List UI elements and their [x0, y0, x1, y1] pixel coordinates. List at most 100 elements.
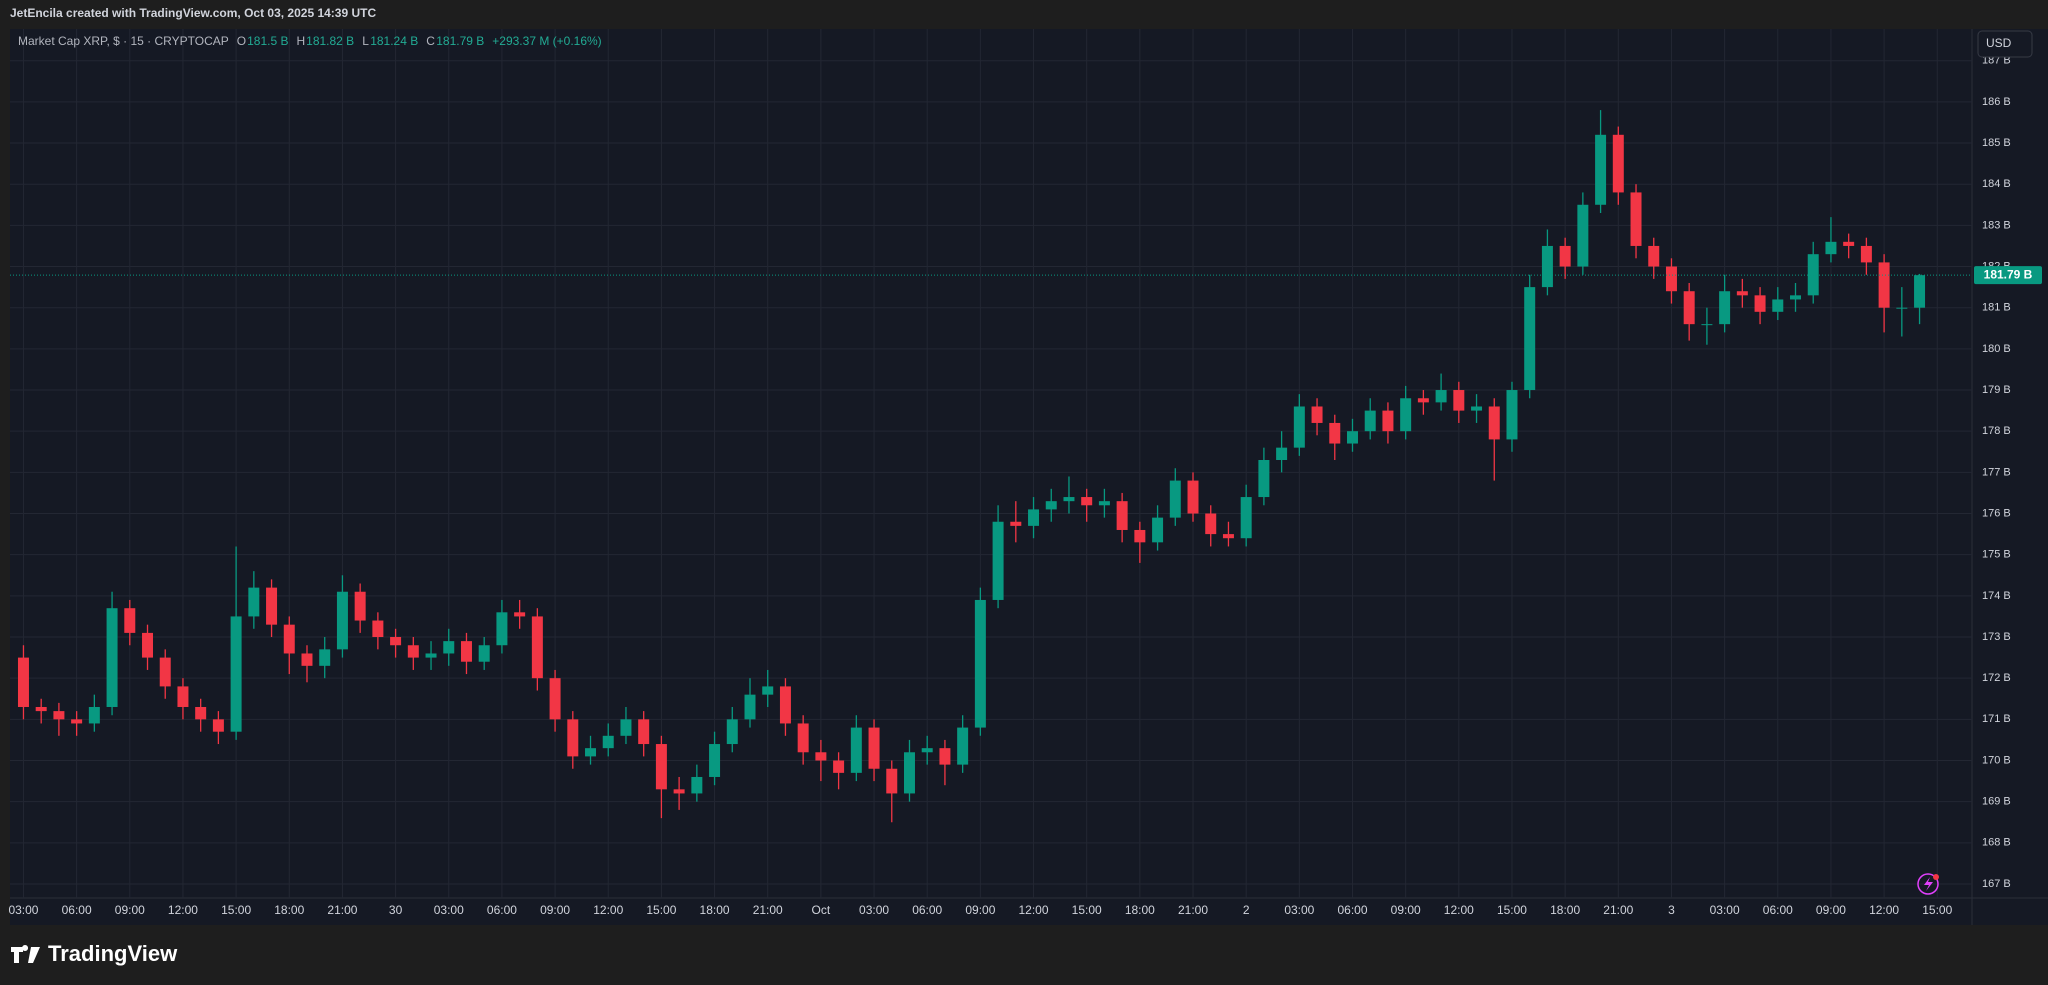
candle-body [106, 608, 118, 707]
legend-label: H [296, 34, 305, 48]
candle-body [390, 637, 402, 646]
candle-body [1063, 497, 1075, 502]
candle-body [762, 686, 774, 695]
candle-body [1471, 406, 1483, 411]
candle-body [921, 748, 933, 753]
candle-body [159, 657, 171, 687]
candle-body [425, 653, 437, 658]
x-tick-label: 12:00 [1019, 903, 1049, 917]
candle-body [992, 521, 1004, 600]
candle-body [1276, 447, 1288, 461]
y-tick-label: 168 B [1982, 837, 2011, 849]
x-tick-label: Oct [812, 903, 831, 917]
alert-dot [1933, 874, 1939, 880]
candle-body [1914, 275, 1926, 308]
candle-body [1400, 398, 1412, 432]
candles [10, 110, 1972, 823]
candle-body [1435, 390, 1447, 403]
x-tick-label: 06:00 [912, 903, 942, 917]
candle-body [903, 752, 915, 794]
candle-body [974, 599, 986, 728]
candle-body [1488, 406, 1500, 440]
candle-body [443, 641, 455, 654]
x-tick-label: 21:00 [327, 903, 357, 917]
candle-body [336, 591, 348, 650]
candle-body [886, 768, 898, 794]
brand-logo [11, 945, 40, 963]
candle-body [1559, 245, 1571, 267]
candle-body [1240, 497, 1252, 539]
alert-bolt [1924, 877, 1933, 891]
candle-body [549, 678, 561, 720]
x-tick-label: 15:00 [221, 903, 251, 917]
candle-body [815, 752, 827, 761]
x-tick-label: 06:00 [62, 903, 92, 917]
last-price-box [1974, 266, 2042, 285]
legend-symbol: Market Cap XRP, $ · 15 · CRYPTOCAP [18, 34, 229, 48]
x-tick-label: 12:00 [1444, 903, 1474, 917]
alert-icon[interactable] [1917, 873, 1939, 895]
candle-body [1825, 241, 1837, 255]
candle-body [797, 723, 809, 753]
candle-body [585, 748, 597, 757]
candle-body [1612, 134, 1624, 193]
currency[interactable]: USD [1986, 36, 2012, 50]
candle-body [868, 727, 880, 769]
candle-body [709, 744, 721, 777]
candle-body [1152, 517, 1164, 543]
x-tick-label: 21:00 [1178, 903, 1208, 917]
x-tick-label: 09:00 [965, 903, 995, 917]
candle-body [1506, 390, 1518, 440]
candle-body [779, 686, 791, 724]
x-tick-label: 03:00 [859, 903, 889, 917]
currency-button[interactable] [1977, 30, 2033, 58]
candle-body [531, 616, 543, 679]
candle-body [35, 706, 47, 712]
candle-body [957, 727, 969, 765]
candle-body [638, 719, 650, 745]
x-tick-label: 09:00 [1391, 903, 1421, 917]
y-tick-label: 187 B [1982, 55, 2011, 67]
candle-body [1878, 262, 1890, 308]
y-tick-label: 175 B [1982, 549, 2011, 561]
x-tick-label: 15:00 [1922, 903, 1952, 917]
candle-body [1719, 291, 1731, 325]
y-tick-label: 181 B [1982, 302, 2011, 314]
candle-body [354, 591, 366, 621]
candle-body [1790, 295, 1801, 300]
x-tick-label: 18:00 [700, 903, 730, 917]
candle-body [1772, 299, 1784, 312]
candle-body [1258, 460, 1270, 498]
candle-body [372, 620, 384, 638]
candle-body [1577, 204, 1589, 267]
candle-body [1311, 406, 1323, 423]
logo-mark [11, 945, 40, 963]
candle-body [478, 645, 490, 662]
x-tick-label: 09:00 [115, 903, 145, 917]
candle-body [1417, 398, 1429, 403]
x-tick-label: 12:00 [168, 903, 198, 917]
last-price-label: 181.79 B [1984, 267, 2033, 281]
candle-body [1205, 513, 1217, 535]
brand: TradingView [48, 941, 178, 966]
x-tick-label: 09:00 [540, 903, 570, 917]
candle-body [71, 719, 83, 724]
x-tick-label: 06:00 [1763, 903, 1793, 917]
y-tick-label: 178 B [1982, 425, 2011, 437]
candle-body [1382, 410, 1394, 432]
x-tick-label: 03:00 [8, 903, 38, 917]
y-tick-label: 177 B [1982, 466, 2011, 478]
y-tick-label: 172 B [1982, 672, 2011, 684]
candle-body [744, 694, 756, 720]
y-tick-label: 174 B [1982, 590, 2011, 602]
credit: JetEncila created with TradingView.com, … [10, 6, 376, 20]
x-tick-label: 18:00 [1125, 903, 1155, 917]
candle-body [1860, 245, 1872, 263]
candle-body [460, 641, 472, 662]
y-tick-label: 167 B [1982, 878, 2011, 890]
candle-body [673, 789, 685, 794]
candle-body [88, 706, 100, 724]
candle-body [691, 776, 703, 794]
